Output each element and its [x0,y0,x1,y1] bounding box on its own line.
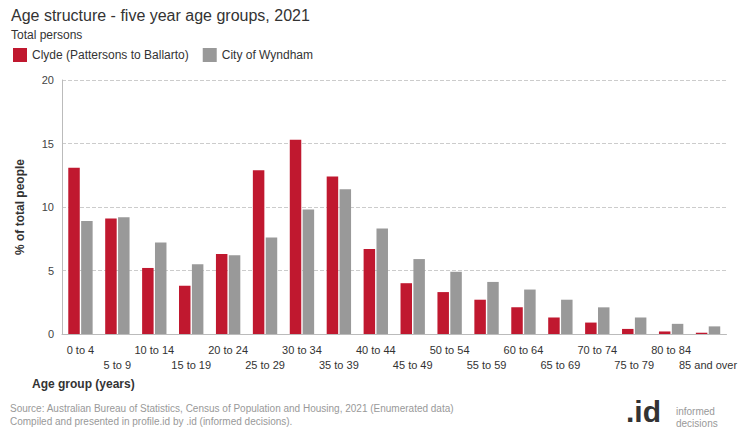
svg-text:decisions: decisions [676,418,718,429]
svg-text:60 to 64: 60 to 64 [504,344,544,356]
svg-text:5 to 9: 5 to 9 [104,359,132,371]
svg-text:Source: Australian Bureau of S: Source: Australian Bureau of Statistics,… [10,403,454,414]
svg-text:65 to 69: 65 to 69 [540,359,580,371]
svg-text:15 to 19: 15 to 19 [171,359,211,371]
svg-text:Age group (years): Age group (years) [32,377,135,391]
svg-text:55 to 59: 55 to 59 [467,359,507,371]
svg-text:85 and over: 85 and over [679,359,737,371]
svg-text:informed: informed [676,406,715,417]
svg-text:0: 0 [48,328,54,340]
svg-text:Total persons: Total persons [11,28,82,42]
svg-text:20: 20 [42,74,54,86]
svg-text:10 to 14: 10 to 14 [134,344,174,356]
svg-text:0 to 4: 0 to 4 [67,344,95,356]
svg-text:45 to 49: 45 to 49 [393,359,433,371]
svg-text:50 to 54: 50 to 54 [430,344,470,356]
svg-text:.id: .id [626,395,661,428]
svg-text:40 to 44: 40 to 44 [356,344,396,356]
svg-text:25 to 29: 25 to 29 [245,359,285,371]
svg-text:70 to 74: 70 to 74 [577,344,617,356]
svg-text:City of Wyndham: City of Wyndham [222,48,313,62]
svg-text:15: 15 [42,138,54,150]
svg-text:30 to 34: 30 to 34 [282,344,322,356]
svg-text:10: 10 [42,201,54,213]
svg-text:75 to 79: 75 to 79 [614,359,654,371]
svg-text:5: 5 [48,265,54,277]
svg-text:Age structure - five year age: Age structure - five year age groups, 20… [11,7,310,24]
svg-text:Clyde (Pattersons to Ballarto): Clyde (Pattersons to Ballarto) [32,48,189,62]
svg-text:Compiled and presented in prof: Compiled and presented in profile.id by … [10,416,292,427]
svg-text:35 to 39: 35 to 39 [319,359,359,371]
svg-text:20 to 24: 20 to 24 [208,344,248,356]
svg-text:80 to 84: 80 to 84 [651,344,691,356]
svg-text:% of total people: % of total people [13,159,27,255]
